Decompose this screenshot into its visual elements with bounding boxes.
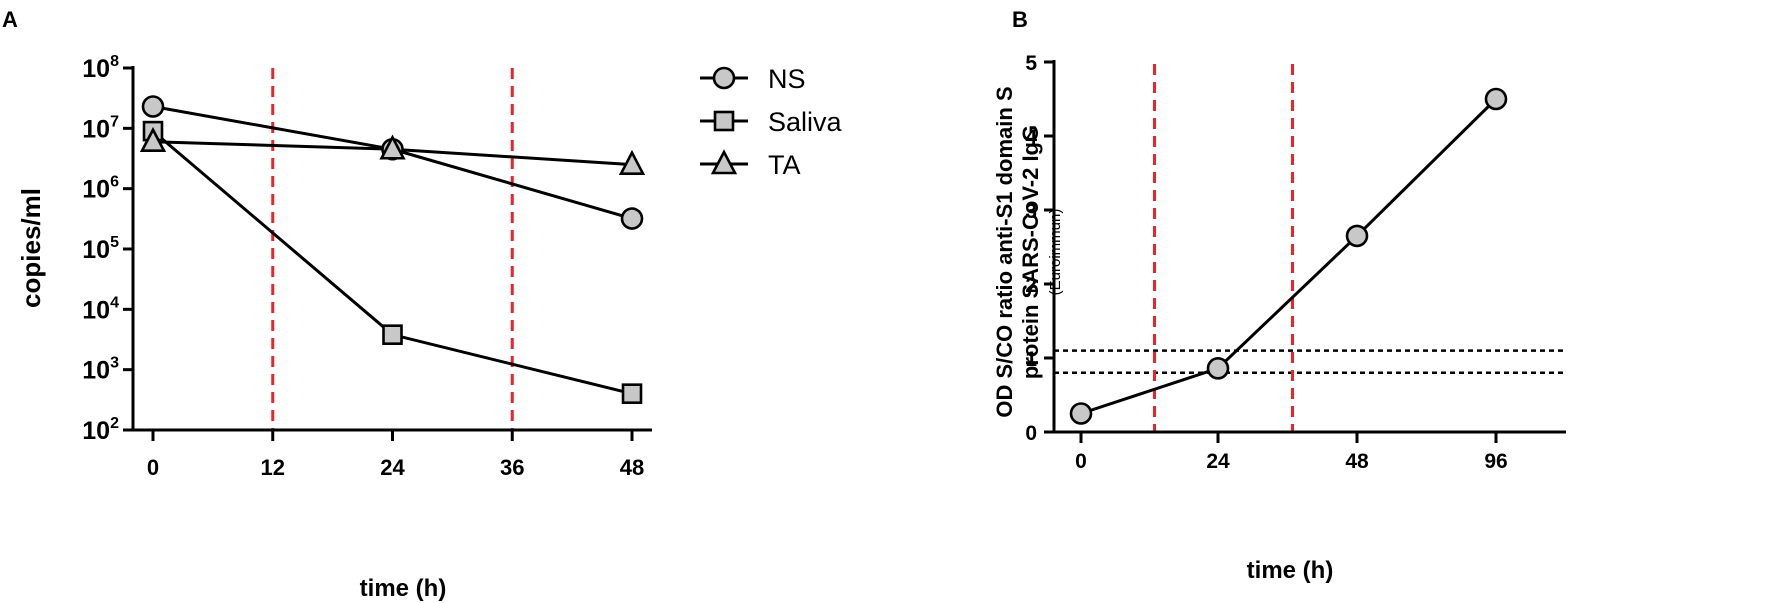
panel-a-ns-line <box>152 105 633 220</box>
panel-a-y-tick-label: 107 <box>82 113 119 143</box>
panel-b-y-axis-subtitle: (Euroimmun) <box>1047 209 1064 296</box>
panel-a-ns-point <box>141 95 165 118</box>
panel-b-x-tick-label: 0 <box>1075 450 1087 473</box>
panel-b-y-tick-label: 4 <box>1025 126 1037 149</box>
legend-ta-label: TA <box>768 150 801 180</box>
panel-a-y-tick-label: 102 <box>82 415 119 445</box>
panel-b-axes: 0 1 2 3 4 5 0 24 48 96 <box>1025 52 1566 473</box>
panel-b-y-axis-title-line1: OD S/CO ratio anti-S1 domain S <box>992 86 1017 417</box>
panel-b-x-tick-label: 96 <box>1484 450 1507 473</box>
panel-b-series <box>1069 87 1508 425</box>
panel-a-ta-point <box>139 126 167 153</box>
panel-b-igg-point <box>1069 402 1093 425</box>
panel-b-igg-point <box>1206 357 1230 380</box>
legend-ta-marker <box>710 149 738 175</box>
panel-a-y-axis-title: copies/ml <box>16 188 46 308</box>
panel-a-saliva-line <box>152 129 633 396</box>
panel-a-saliva-point <box>382 324 403 345</box>
panel-b-x-axis-title: time (h) <box>1247 557 1334 584</box>
panel-b-y-axis-title-line2: protein SARS-CoV-2 IgG <box>1018 125 1043 379</box>
panel-a-x-tick-label: 24 <box>380 455 405 480</box>
panel-a-x-tick-label: 48 <box>620 455 644 480</box>
panel-a-ta-point <box>379 134 406 160</box>
panel-a-ta-point <box>618 149 646 175</box>
panel-a-y-tick-label: 105 <box>82 234 119 264</box>
legend-ns-label: NS <box>768 64 806 94</box>
panel-a-legend: NS Saliva TA <box>700 64 843 180</box>
panel-b-igg-point <box>1345 224 1369 248</box>
panel-b-y-tick-label: 3 <box>1025 200 1037 223</box>
panel-a-chart: 102 103 104 105 106 107 108 0 12 24 36 48 copies/ml… <box>16 53 843 602</box>
panel-a-series <box>139 95 646 404</box>
panel-a-axes: 102 103 104 105 106 107 108 0 12 24 36 48 <box>82 53 652 480</box>
panel-a-ns-point <box>620 207 644 230</box>
panel-b-y-tick-label: 5 <box>1025 52 1037 75</box>
panel-a-x-axis-title: time (h) <box>360 575 447 602</box>
panel-b-y-axis-title: OD S/CO ratio anti-S1 domain S protein S… <box>992 86 1064 417</box>
panel-b-igg-point <box>1484 87 1508 111</box>
legend-saliva-label: Saliva <box>768 107 843 137</box>
panel-a-reference-lines <box>271 68 514 430</box>
panel-a-y-tick-label: 103 <box>82 355 119 385</box>
legend-ns-marker <box>712 66 736 90</box>
panel-a-y-tick-label: 106 <box>82 174 119 204</box>
panel-b-y-tick-label: 1 <box>1025 348 1037 371</box>
panel-b-x-tick-label: 24 <box>1206 450 1230 473</box>
panel-b-chart: 0 1 2 3 4 5 0 24 48 96 OD S/CO ratio anti-S1 doma… <box>992 52 1566 584</box>
panel-a-saliva-point <box>621 383 643 404</box>
panel-b-y-tick-label: 0 <box>1025 422 1037 445</box>
panel-a-letter: A <box>2 7 18 32</box>
panel-b-y-tick-label: 2 <box>1025 274 1037 297</box>
panel-a-x-tick-label: 12 <box>261 455 285 480</box>
panel-b-x-tick-label: 48 <box>1345 450 1369 473</box>
panel-a-y-tick-label: 108 <box>82 53 119 83</box>
panel-b-igg-line <box>1080 97 1498 415</box>
panel-b-letter: B <box>1012 7 1028 32</box>
panel-a-x-tick-label: 0 <box>147 455 159 480</box>
panel-b-reference-lines <box>1054 64 1566 432</box>
panel-a-x-tick-label: 36 <box>500 455 524 480</box>
panel-a-y-tick-label: 104 <box>82 294 119 324</box>
legend-saliva-marker <box>713 110 735 132</box>
